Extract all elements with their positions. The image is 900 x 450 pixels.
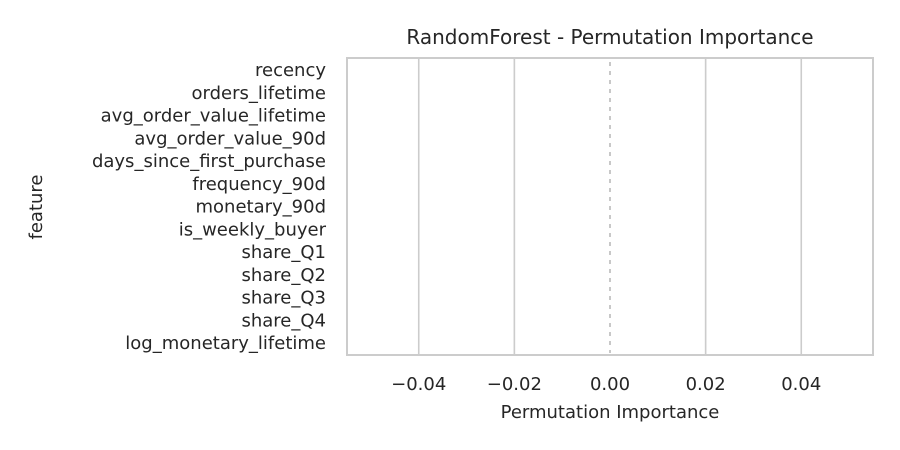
y-tick-label: share_Q1 (241, 242, 326, 263)
y-tick-label: share_Q2 (241, 265, 326, 286)
y-tick-label: orders_lifetime (192, 83, 326, 104)
y-tick-label: frequency_90d (192, 174, 326, 195)
y-tick-label: avg_order_value_lifetime (101, 106, 326, 127)
chart-title: RandomForest - Permutation Importance (406, 25, 813, 49)
y-tick-label: days_since_first_purchase (92, 151, 326, 172)
y-tick-label: recency (255, 60, 326, 81)
y-tick-label: log_monetary_lifetime (125, 333, 326, 354)
y-tick-label: monetary_90d (196, 197, 327, 218)
y-tick-labels: recencyorders_lifetimeavg_order_value_li… (92, 60, 327, 354)
x-tick-labels: −0.04 −0.02 0.00 0.02 0.04 (391, 374, 821, 395)
y-axis-label: feature (26, 175, 47, 240)
plot-area-frame (346, 57, 874, 356)
x-tick-label: 0.02 (686, 374, 726, 395)
x-tick-label: 0.04 (781, 374, 821, 395)
y-tick-label: share_Q3 (241, 288, 326, 309)
x-tick-label: −0.02 (487, 374, 542, 395)
x-axis-label: Permutation Importance (501, 402, 720, 423)
y-tick-label: share_Q4 (241, 310, 326, 331)
gridlines (417, 58, 803, 355)
x-tick-label: −0.04 (391, 374, 446, 395)
y-tick-label: is_weekly_buyer (179, 219, 327, 240)
y-tick-label: avg_order_value_90d (134, 128, 326, 149)
x-tick-label: 0.00 (590, 374, 630, 395)
